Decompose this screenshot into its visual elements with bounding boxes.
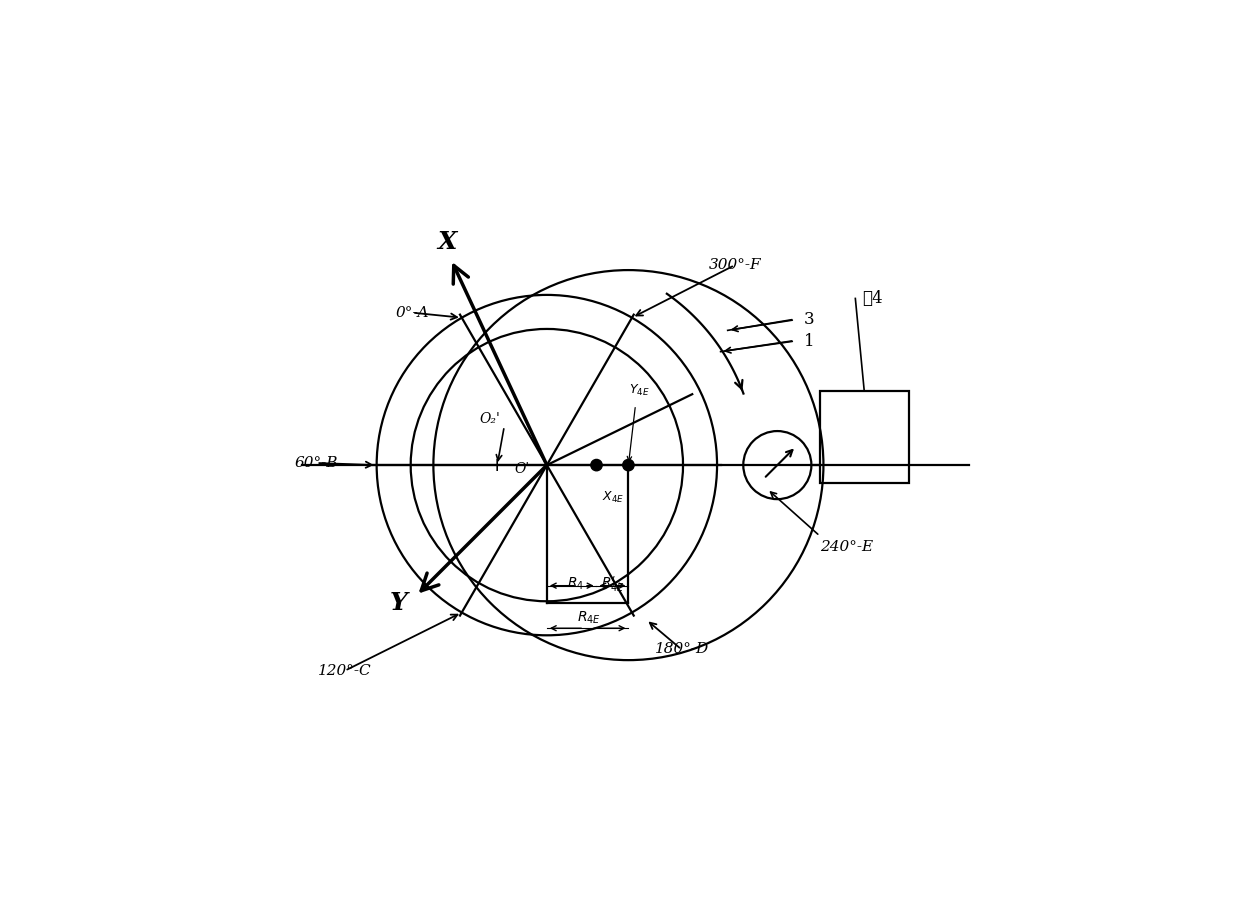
Text: O': O' xyxy=(515,462,529,476)
Text: $R_4$: $R_4$ xyxy=(567,576,584,592)
Text: +: + xyxy=(489,456,506,474)
Text: $R_{4E}'$: $R_{4E}'$ xyxy=(601,575,625,594)
Text: 1: 1 xyxy=(804,332,815,349)
Text: 表4: 表4 xyxy=(863,290,883,307)
Text: O₂': O₂' xyxy=(480,412,501,426)
Circle shape xyxy=(622,460,634,471)
Text: 180°-D: 180°-D xyxy=(655,643,709,657)
Text: $Y_{4E}$: $Y_{4E}$ xyxy=(629,383,650,398)
Text: Y: Y xyxy=(389,590,408,614)
Text: X: X xyxy=(438,229,458,253)
Text: 3: 3 xyxy=(804,311,815,328)
Text: 0°-A: 0°-A xyxy=(396,306,429,320)
Text: 300°-F: 300°-F xyxy=(708,258,761,272)
Text: 60°-B: 60°-B xyxy=(295,456,339,470)
Text: $X_{4E}$: $X_{4E}$ xyxy=(601,489,624,505)
Text: 240°-E: 240°-E xyxy=(820,540,873,554)
Circle shape xyxy=(590,460,603,471)
Text: $R_{4E}$: $R_{4E}$ xyxy=(578,610,601,625)
Bar xyxy=(820,391,909,483)
Text: 120°-C: 120°-C xyxy=(317,664,372,678)
